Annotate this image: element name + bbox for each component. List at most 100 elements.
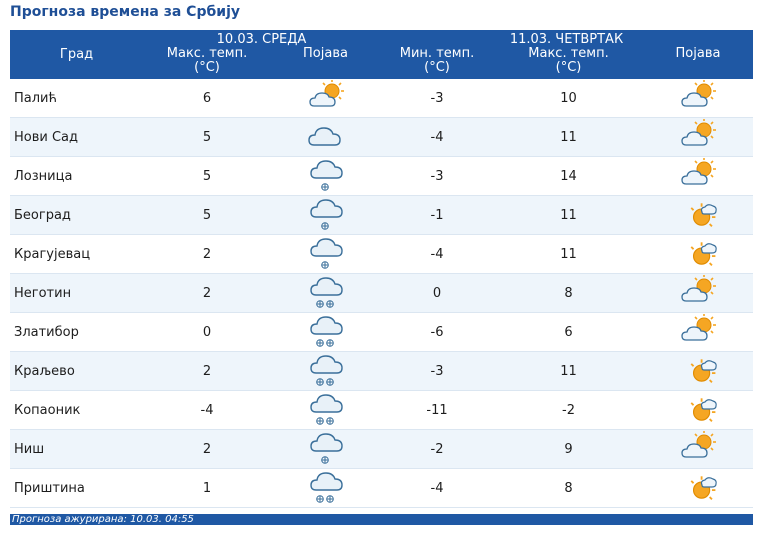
snow-light-icon (306, 197, 346, 233)
city-name: Краљево (10, 351, 143, 391)
day2-min-temp: -6 (380, 312, 494, 352)
day1-max-temp: 6 (143, 79, 271, 118)
snow-heavy-icon (306, 275, 346, 311)
day2-phenomenon (643, 156, 753, 196)
day1-max-temp: 2 (143, 234, 271, 274)
table-row: Нови Сад 5 -4 11 (10, 117, 753, 157)
city-name: Крагујевац (10, 234, 143, 274)
snow-light-icon (306, 431, 346, 467)
day1-phenomenon (271, 79, 380, 118)
day1-max-temp: 5 (143, 117, 271, 157)
header-day2: 11.03. ЧЕТВРТАК (380, 30, 753, 47)
day1-max-temp: 1 (143, 468, 271, 508)
day1-max-temp: 5 (143, 195, 271, 235)
city-name: Копаоник (10, 390, 143, 430)
table-row: Лозница 5 -3 14 (10, 156, 753, 196)
partly-cloudy-icon (678, 158, 718, 194)
day2-min-temp: -11 (380, 390, 494, 430)
day2-min-temp: -1 (380, 195, 494, 235)
city-name: Златибор (10, 312, 143, 352)
city-name: Палић (10, 79, 143, 118)
day2-max-temp: 9 (494, 429, 643, 469)
table-row: Краљево 2 -3 11 (10, 351, 753, 391)
city-name: Ниш (10, 429, 143, 469)
day2-min-temp: -3 (380, 79, 494, 118)
day1-max-temp: 2 (143, 273, 271, 313)
day2-phenomenon (643, 273, 753, 313)
day1-phenomenon (271, 312, 380, 352)
snow-heavy-icon (306, 314, 346, 350)
day1-max-temp: 0 (143, 312, 271, 352)
day1-max-temp: 5 (143, 156, 271, 196)
snow-heavy-icon (306, 353, 346, 389)
day2-max-temp: 11 (494, 351, 643, 391)
partly-cloudy-icon (678, 275, 718, 311)
mostly-sunny-icon (678, 236, 718, 272)
day1-phenomenon (271, 273, 380, 313)
partly-cloudy-icon (306, 80, 346, 116)
header-day2-max: Макс. темп. (°C) (494, 47, 643, 79)
day1-phenomenon (271, 117, 380, 157)
day1-phenomenon (271, 390, 380, 430)
header-day2-phenomenon: Појава (643, 47, 753, 79)
day1-phenomenon (271, 429, 380, 469)
table-row: Палић 6 -3 10 (10, 79, 753, 118)
day2-max-temp: 8 (494, 273, 643, 313)
header-day1: 10.03. СРЕДА (143, 30, 380, 47)
snow-light-icon (306, 236, 346, 272)
day1-max-temp: 2 (143, 351, 271, 391)
day2-min-temp: -2 (380, 429, 494, 469)
day2-max-temp: 6 (494, 312, 643, 352)
day1-max-temp: -4 (143, 390, 271, 430)
partly-cloudy-icon (678, 431, 718, 467)
partly-cloudy-icon (678, 80, 718, 116)
snow-heavy-icon (306, 392, 346, 428)
day2-phenomenon (643, 351, 753, 391)
table-row: Копаоник -4 -11 -2 (10, 390, 753, 430)
city-name: Неготин (10, 273, 143, 313)
partly-cloudy-icon (678, 314, 718, 350)
header-city: Град (10, 30, 143, 79)
day2-phenomenon (643, 390, 753, 430)
day2-phenomenon (643, 117, 753, 157)
day2-phenomenon (643, 429, 753, 469)
day2-min-temp: -4 (380, 468, 494, 508)
table-row: Неготин 2 0 8 (10, 273, 753, 313)
day2-max-temp: -2 (494, 390, 643, 430)
day2-phenomenon (643, 234, 753, 274)
day2-phenomenon (643, 195, 753, 235)
mostly-sunny-icon (678, 392, 718, 428)
snow-heavy-icon (306, 470, 346, 506)
day2-max-temp: 11 (494, 117, 643, 157)
day2-max-temp: 11 (494, 195, 643, 235)
snow-light-icon (306, 158, 346, 194)
mostly-sunny-icon (678, 353, 718, 389)
day2-max-temp: 8 (494, 468, 643, 508)
partly-cloudy-icon (678, 119, 718, 155)
day2-max-temp: 14 (494, 156, 643, 196)
day1-max-temp: 2 (143, 429, 271, 469)
day2-phenomenon (643, 79, 753, 118)
day1-phenomenon (271, 195, 380, 235)
forecast-table: Град 10.03. СРЕДА 11.03. ЧЕТВРТАК Макс. … (10, 30, 753, 508)
day1-phenomenon (271, 468, 380, 508)
city-name: Лозница (10, 156, 143, 196)
city-name: Приштина (10, 468, 143, 508)
day2-phenomenon (643, 312, 753, 352)
mostly-sunny-icon (678, 470, 718, 506)
day2-min-temp: -4 (380, 117, 494, 157)
cloudy-icon (306, 119, 346, 155)
table-row: Златибор 0 -6 6 (10, 312, 753, 352)
footer-updated: Прогноза ажурирана: 10.03. 04:55 (10, 514, 753, 525)
day1-phenomenon (271, 351, 380, 391)
day2-min-temp: -4 (380, 234, 494, 274)
day2-max-temp: 11 (494, 234, 643, 274)
header-day2-min: Мин. темп. (°C) (380, 47, 494, 79)
header-day1-phenomenon: Појава (271, 47, 380, 79)
header-day1-max: Макс. темп. (°C) (143, 47, 271, 79)
day1-phenomenon (271, 156, 380, 196)
day1-phenomenon (271, 234, 380, 274)
table-row: Крагујевац 2 -4 11 (10, 234, 753, 274)
day2-phenomenon (643, 468, 753, 508)
table-row: Приштина 1 -4 8 (10, 468, 753, 508)
